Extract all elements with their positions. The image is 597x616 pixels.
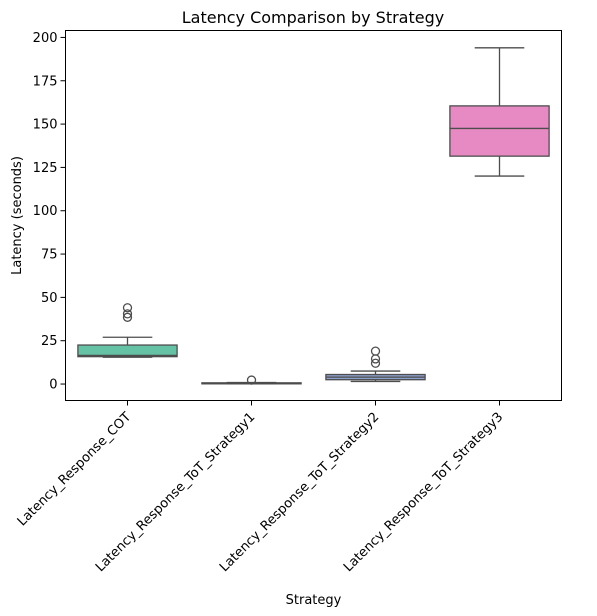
- outlier-point: [370, 358, 381, 368]
- box-series: [77, 303, 178, 358]
- y-tick-label: 25: [41, 334, 58, 349]
- box-series: [449, 47, 550, 177]
- outlier-point: [246, 375, 257, 385]
- outlier-point: [370, 346, 381, 356]
- box-iqr: [449, 105, 550, 157]
- y-tick-label: 175: [33, 74, 58, 89]
- box-series: [325, 346, 426, 383]
- chart-title: Latency Comparison by Strategy: [182, 8, 444, 27]
- box-iqr: [77, 344, 178, 358]
- y-tick-label: 0: [49, 378, 57, 393]
- y-tick-label: 100: [33, 204, 58, 219]
- y-axis-label: Latency (seconds): [10, 156, 25, 275]
- plot-area: [77, 47, 550, 385]
- outlier-point: [122, 303, 133, 313]
- y-tick-label: 50: [41, 291, 58, 306]
- box-series: [201, 375, 302, 385]
- y-tick-label: 125: [33, 161, 58, 176]
- outlier-point: [122, 312, 133, 322]
- x-axis-label: Strategy: [286, 593, 342, 608]
- plot-frame: [65, 30, 562, 401]
- y-tick-label: 75: [41, 248, 58, 263]
- y-tick-label: 150: [33, 118, 58, 133]
- x-tick-label: Latency_Response_COT: [15, 410, 135, 530]
- outlier-point: [122, 309, 133, 319]
- y-axis: 0 25 50 75 100 125 150 175 200: [33, 31, 66, 393]
- x-axis: Latency_Response_COTLatency_Response_ToT…: [15, 400, 506, 575]
- y-tick-label: 200: [33, 31, 58, 46]
